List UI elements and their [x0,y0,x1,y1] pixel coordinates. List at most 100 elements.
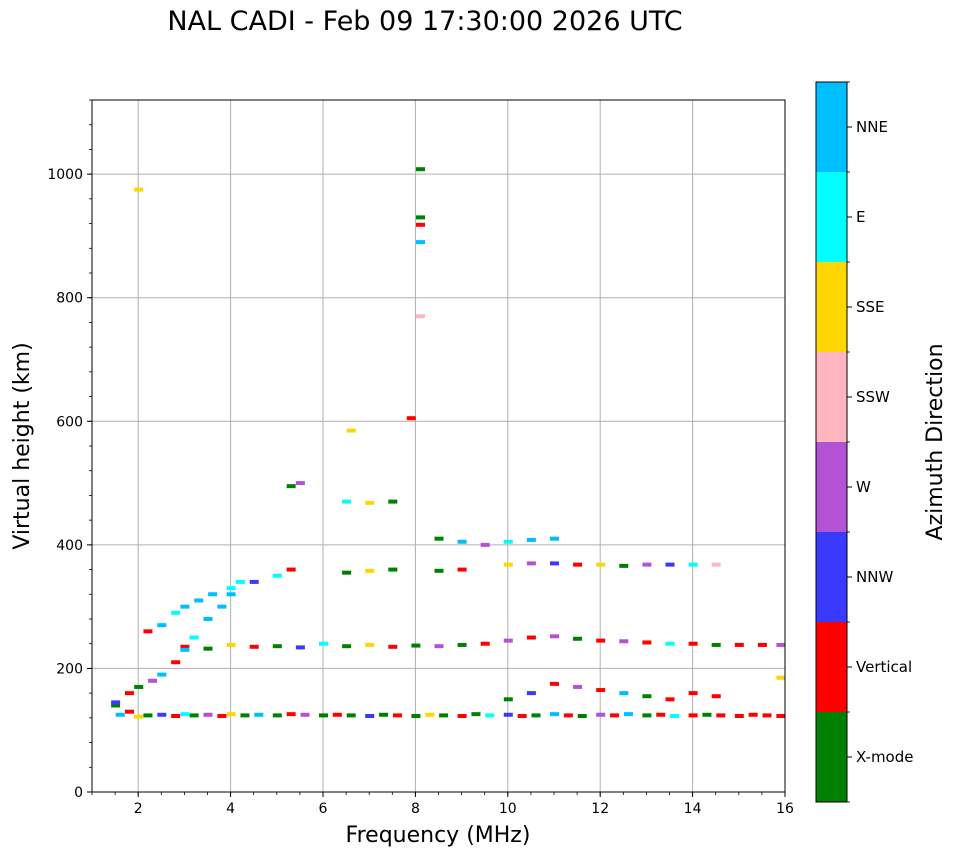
echo-point [416,167,426,172]
echo-point [157,672,167,677]
colorbar-label: NNW [856,568,893,586]
colorbar-label: E [856,208,865,226]
echo-point [254,712,264,717]
chart-title: NAL CADI - Feb 09 17:30:00 2026 UTC [167,6,683,37]
colorbar-label: Vertical [856,658,912,676]
echo-point [111,700,121,705]
echo-point [272,573,282,578]
echo-point [688,641,698,646]
echo-point [471,712,481,717]
echo-point [134,684,144,689]
echo-point [688,691,698,696]
echo-point [194,598,204,603]
echo-point [757,642,767,647]
echo-point [180,712,190,717]
echo-point [416,215,426,220]
echo-point [332,712,342,717]
colorbar-label: W [856,478,871,496]
echo-point [286,712,296,717]
echo-point [411,643,421,648]
echo-point [573,636,583,641]
echo-point [526,561,536,566]
echo-point [776,714,786,719]
echo-point [416,314,426,319]
echo-point [503,697,513,702]
echo-point [365,568,375,573]
echo-point [124,691,134,696]
colorbar-segment [816,622,847,712]
echo-point [434,644,444,649]
echo-point [171,660,181,665]
echo-point [573,684,583,689]
echo-point [134,187,144,192]
echo-point [226,586,236,591]
echo-point [319,713,328,718]
echo-point [716,713,726,718]
colorbar-segment [816,262,847,352]
echo-point [342,644,352,649]
echo-point [203,646,213,651]
echo-point [392,713,402,718]
echo-point [748,712,758,717]
echo-point [300,712,310,717]
echo-point [550,712,559,717]
colorbar-frame [815,81,848,803]
echo-point [610,713,620,718]
echo-point [217,714,227,719]
echo-point [249,644,259,649]
echo-point [388,644,398,649]
y-tick-label: 400 [56,538,83,554]
echo-point [711,694,721,699]
colorbar-segment [816,442,847,532]
echo-point [665,641,675,646]
echo-point [115,712,125,717]
echo-point [143,629,153,634]
echo-point [642,640,652,645]
y-tick-label: 200 [56,661,83,677]
x-tick-label: 14 [684,801,702,817]
echo-point [573,562,583,567]
echo-point [503,712,513,717]
x-tick-label: 10 [499,801,517,817]
echo-point [379,712,389,717]
echo-point [180,644,190,649]
echo-point [550,634,559,639]
echo-point [526,537,536,542]
echo-point [189,713,199,718]
echo-point [642,694,652,699]
echo-point [596,688,606,693]
echo-point [517,714,527,719]
echo-point [762,713,772,718]
echo-point [411,714,421,719]
echo-point [157,623,167,628]
echo-point [439,713,449,718]
echo-point [203,712,213,717]
echo-point [619,563,629,568]
echo-point [665,697,675,702]
colorbar-label: X-mode [856,748,913,766]
echo-point [365,500,375,505]
echo-point [480,641,490,646]
echo-point [249,579,259,584]
colorbar-segment [816,532,847,622]
echo-point [688,713,698,718]
echo-point [157,712,167,717]
echo-point [319,641,328,646]
y-axis-label: Virtual height (km) [10,342,35,549]
echo-point [286,567,296,572]
echo-point [619,691,629,696]
colorbar-segment [816,172,847,262]
echo-point [208,592,218,597]
plot-frame [91,99,786,793]
echo-point [531,713,541,718]
y-tick-label: 600 [56,414,83,430]
echo-point [143,713,153,718]
echo-point [134,714,144,719]
echo-point [457,567,467,572]
echo-point [563,713,573,718]
echo-point [226,712,236,717]
echo-point [295,645,305,650]
x-tick-label: 16 [776,801,794,817]
echo-point [457,642,467,647]
echo-point [425,712,435,717]
